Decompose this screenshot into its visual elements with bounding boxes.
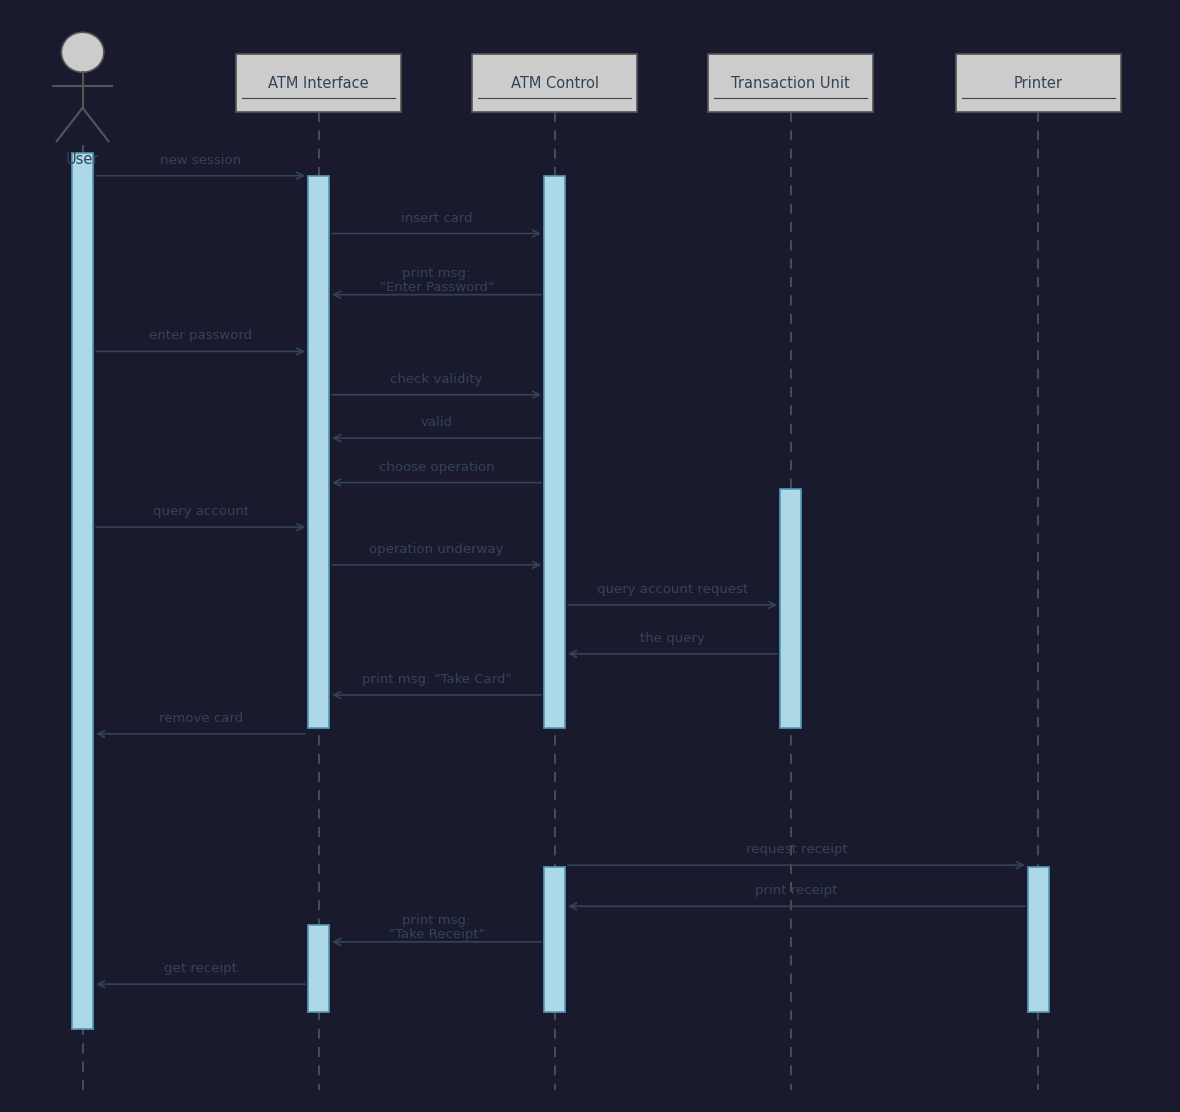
Text: remove card: remove card <box>158 712 243 725</box>
Text: operation underway: operation underway <box>369 543 504 556</box>
Text: print msg: "Take Card": print msg: "Take Card" <box>362 673 511 686</box>
Text: the query: the query <box>641 632 704 645</box>
Bar <box>472 54 637 112</box>
Bar <box>780 489 801 728</box>
Text: valid: valid <box>420 416 453 429</box>
Text: ATM Interface: ATM Interface <box>268 76 369 91</box>
Text: Printer: Printer <box>1014 76 1063 91</box>
Text: print msg:: print msg: <box>402 914 471 927</box>
Text: ATM Control: ATM Control <box>511 76 598 91</box>
Text: choose operation: choose operation <box>379 460 494 474</box>
Text: User: User <box>66 152 99 167</box>
Bar <box>544 176 565 728</box>
Text: print receipt: print receipt <box>755 884 838 897</box>
Text: "Take Receipt": "Take Receipt" <box>388 927 485 941</box>
Text: query account: query account <box>152 505 249 518</box>
Text: print msg:: print msg: <box>402 267 471 280</box>
Text: get receipt: get receipt <box>164 962 237 975</box>
Bar <box>1028 867 1049 1012</box>
Text: request receipt: request receipt <box>746 843 847 856</box>
Bar <box>308 176 329 728</box>
Bar <box>236 54 401 112</box>
Text: insert card: insert card <box>401 211 472 225</box>
Circle shape <box>61 32 104 72</box>
Text: query account request: query account request <box>597 583 748 596</box>
Bar <box>544 867 565 1012</box>
Text: new session: new session <box>160 153 241 167</box>
Text: check validity: check validity <box>391 373 483 386</box>
Bar <box>708 54 873 112</box>
Bar <box>72 153 93 1029</box>
Bar <box>956 54 1121 112</box>
Text: enter password: enter password <box>149 329 253 342</box>
Text: Transaction Unit: Transaction Unit <box>732 76 850 91</box>
Bar <box>308 925 329 1012</box>
Text: "Enter Password": "Enter Password" <box>380 280 493 294</box>
